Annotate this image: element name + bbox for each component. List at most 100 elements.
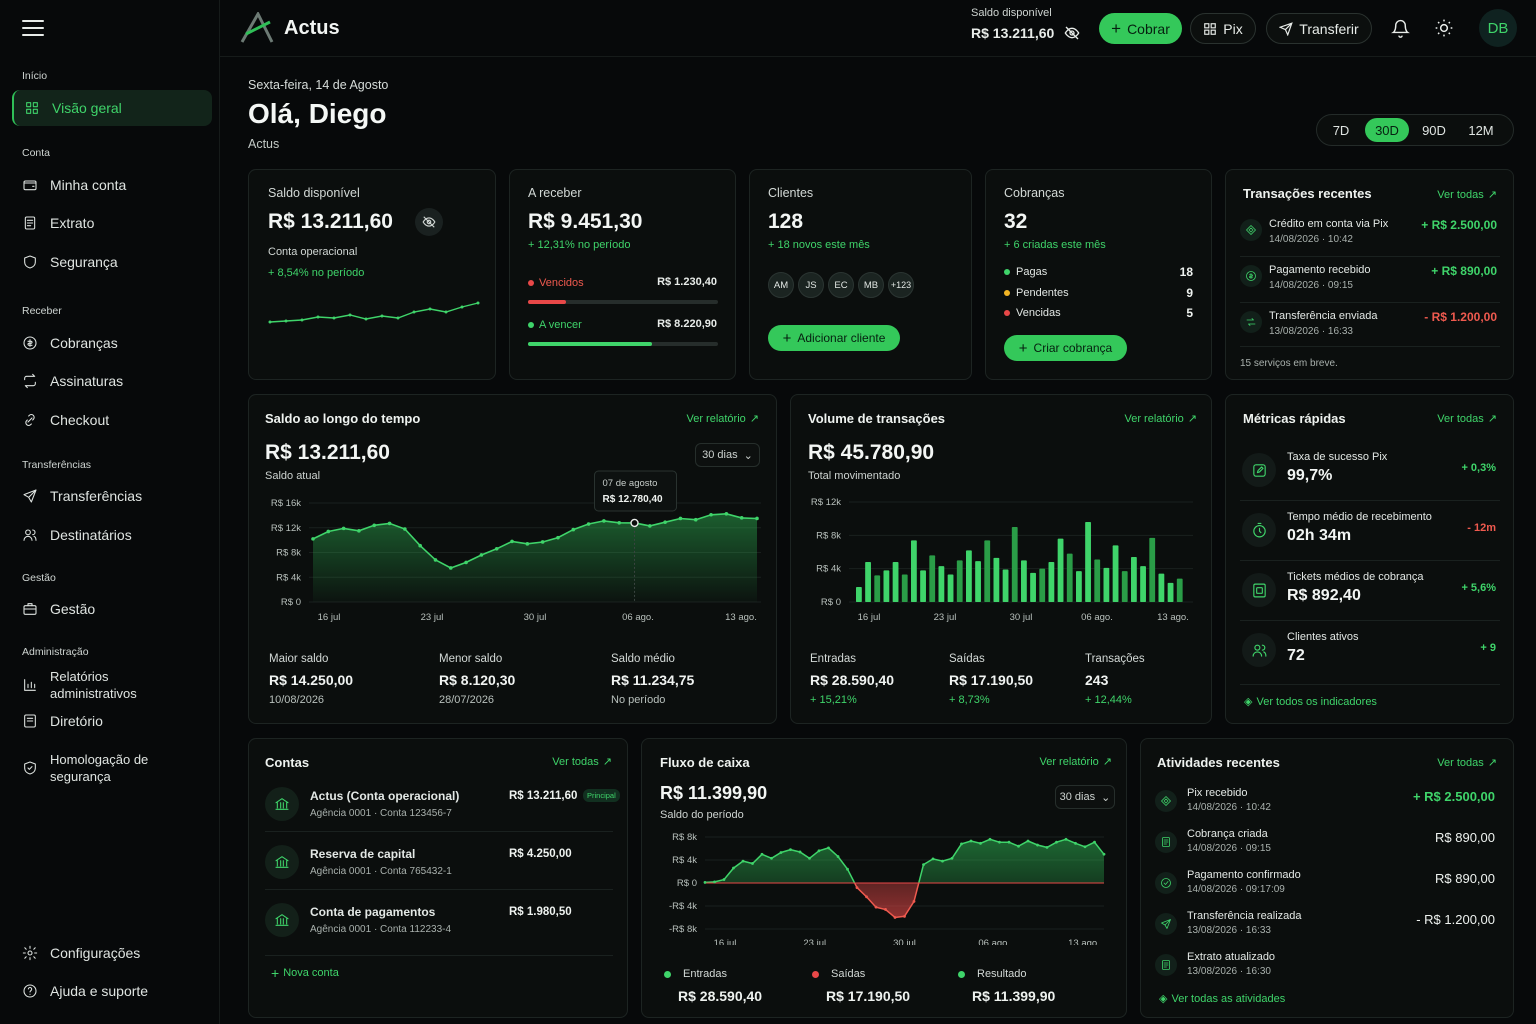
menu-icon[interactable] — [22, 20, 44, 38]
contas-link[interactable]: Ver todas ↗ — [552, 755, 612, 769]
saldo-point — [663, 520, 667, 524]
range-30d[interactable]: 30D — [1365, 118, 1409, 142]
metric-label: Clientes ativos — [1287, 631, 1359, 643]
conta-name[interactable]: Reserva de capital — [310, 847, 416, 861]
sidebar-item-relatórios-administrativos[interactable]: Relatórios administrativos — [12, 665, 212, 705]
recent-tx-title: Transações recentes — [1243, 186, 1372, 201]
tooltip-date: 07 de agosto — [603, 478, 658, 489]
transferir-button[interactable]: Transferir — [1266, 13, 1372, 44]
range-7d[interactable]: 7D — [1332, 122, 1350, 138]
fluxo-point — [893, 916, 897, 919]
fluxo-link[interactable]: Ver relatório ↗ — [1039, 755, 1112, 769]
conta-name[interactable]: Conta de pagamentos — [310, 905, 436, 919]
plus-icon: + — [782, 329, 792, 347]
sun-icon[interactable] — [1432, 16, 1456, 40]
volume-bar — [883, 570, 890, 602]
atividade-title: Transferência realizada — [1187, 910, 1302, 922]
bell-icon[interactable] — [1388, 16, 1412, 40]
client-avatar[interactable]: JS — [798, 272, 824, 298]
atividade-date: 13/08/2026 · 16:33 — [1187, 925, 1271, 936]
sidebar-item-cobranças[interactable]: Cobranças — [12, 325, 212, 361]
wallet-icon — [22, 177, 38, 193]
volume-bar — [975, 561, 981, 602]
client-avatar[interactable]: MB — [858, 272, 884, 298]
saldo-chart-link[interactable]: Ver relatório ↗ — [686, 412, 759, 426]
sidebar-item-visão-geral[interactable]: Visão geral — [12, 90, 212, 126]
range-90d[interactable]: 90D — [1422, 122, 1446, 138]
atividade-date: 14/08/2026 · 09:15 — [1187, 843, 1271, 854]
saldo-point — [418, 543, 422, 548]
sidebar-item-destinatários[interactable]: Destinatários — [12, 517, 212, 553]
sidebar-item-assinaturas[interactable]: Assinaturas — [12, 363, 212, 399]
adicionar-cliente-button[interactable]: + Adicionar cliente — [768, 325, 900, 351]
avatar[interactable]: DB — [1479, 9, 1517, 47]
conta-value: R$ 1.980,50 — [509, 906, 572, 918]
criar-cobranca-button[interactable]: + Criar cobrança — [1004, 335, 1127, 361]
sidebar-item-ajuda-e-suporte[interactable]: Ajuda e suporte — [12, 973, 212, 1009]
cobranca-status-value: 18 — [1179, 265, 1193, 279]
sidebar-item-minha-conta[interactable]: Minha conta — [12, 167, 212, 203]
sparkline-point — [284, 319, 288, 323]
logo[interactable]: Actus — [240, 12, 340, 44]
y-tick-label: R$ 16k — [271, 498, 301, 509]
saldo-point — [494, 546, 499, 551]
fluxo-legend-label: Resultado — [958, 968, 1027, 980]
top-balance-label: Saldo disponível — [971, 7, 1052, 19]
fluxo-point — [751, 862, 754, 865]
sidebar-item-label: Ajuda e suporte — [50, 983, 149, 999]
cobrar-button[interactable]: + Cobrar — [1099, 13, 1182, 44]
top-balance: Saldo disponível R$ 13.211,60 — [971, 7, 1080, 41]
client-avatar[interactable]: +123 — [888, 272, 914, 298]
stat-sub: + 15,21% — [810, 694, 857, 706]
sidebar-item-checkout[interactable]: Checkout — [12, 402, 212, 438]
atividade-date: 14/08/2026 · 10:42 — [1187, 802, 1271, 813]
y-tick-label: -R$ 4k — [669, 901, 697, 912]
document-icon — [1155, 831, 1177, 853]
fluxo-point — [770, 856, 773, 860]
sidebar-item-diretório[interactable]: Diretório — [12, 703, 212, 739]
sidebar-item-segurança[interactable]: Segurança — [12, 244, 212, 280]
fluxo-point — [808, 856, 811, 860]
cobranca-status-label: Vencidas — [1004, 307, 1061, 319]
client-avatar[interactable]: AM — [768, 272, 794, 298]
pix-button[interactable]: Pix — [1190, 13, 1256, 44]
atividades-footer-link[interactable]: ◈ Ver todas as atividades — [1159, 992, 1286, 1006]
range-selector: 7D 30D 90D 12M — [1316, 114, 1514, 146]
recent-tx-link[interactable]: Ver todas ↗ — [1437, 188, 1497, 202]
volume-bar — [984, 540, 991, 602]
fluxo-point — [713, 880, 716, 884]
volume-bar — [956, 560, 963, 602]
metric-value: 72 — [1287, 647, 1305, 664]
saldo-range-select[interactable]: 30 dias ⌄ — [695, 443, 760, 467]
sidebar-item-transferências[interactable]: Transferências — [12, 478, 212, 514]
metrics-footer-link[interactable]: ◈ Ver todos os indicadores — [1244, 695, 1377, 709]
metric-label: Tempo médio de recebimento — [1287, 511, 1432, 523]
sidebar-section-label: Administração — [22, 646, 89, 658]
hide-balance-icon[interactable] — [415, 208, 443, 236]
sidebar-item-configurações[interactable]: Configurações — [12, 935, 212, 971]
edit-icon — [1242, 453, 1276, 487]
volume-chart-link[interactable]: Ver relatório ↗ — [1124, 412, 1197, 426]
sidebar-item-gestão[interactable]: Gestão — [12, 591, 212, 627]
atividades-link[interactable]: Ver todas ↗ — [1437, 756, 1497, 770]
cobranca-status-label: Pagas — [1004, 266, 1047, 278]
send-icon — [1155, 913, 1177, 935]
client-avatar[interactable]: EC — [828, 272, 854, 298]
conta-name[interactable]: Actus (Conta operacional) — [310, 789, 460, 803]
nova-conta-button[interactable]: + Nova conta — [271, 965, 339, 981]
sidebar-item-extrato[interactable]: Extrato — [12, 205, 212, 241]
x-tick-label: 16 jul — [714, 938, 737, 945]
saldo-point — [586, 522, 591, 526]
eye-off-icon[interactable] — [1064, 25, 1080, 41]
range-12m[interactable]: 12M — [1468, 122, 1494, 138]
saldo-label: Saldo disponível — [268, 186, 360, 200]
volume-bar — [1167, 582, 1174, 602]
sidebar-item-homologação-de-segurança[interactable]: Homologação de segurança — [12, 748, 212, 788]
chevron-down-icon: ⌄ — [1101, 791, 1111, 804]
metrics-link[interactable]: Ver todas ↗ — [1437, 412, 1497, 426]
sparkline-point — [460, 305, 464, 309]
y-tick-label: R$ 0 — [821, 597, 841, 608]
volume-bar — [1140, 566, 1146, 602]
fluxo-point — [865, 895, 868, 899]
fluxo-range-select[interactable]: 30 dias ⌄ — [1055, 785, 1115, 809]
